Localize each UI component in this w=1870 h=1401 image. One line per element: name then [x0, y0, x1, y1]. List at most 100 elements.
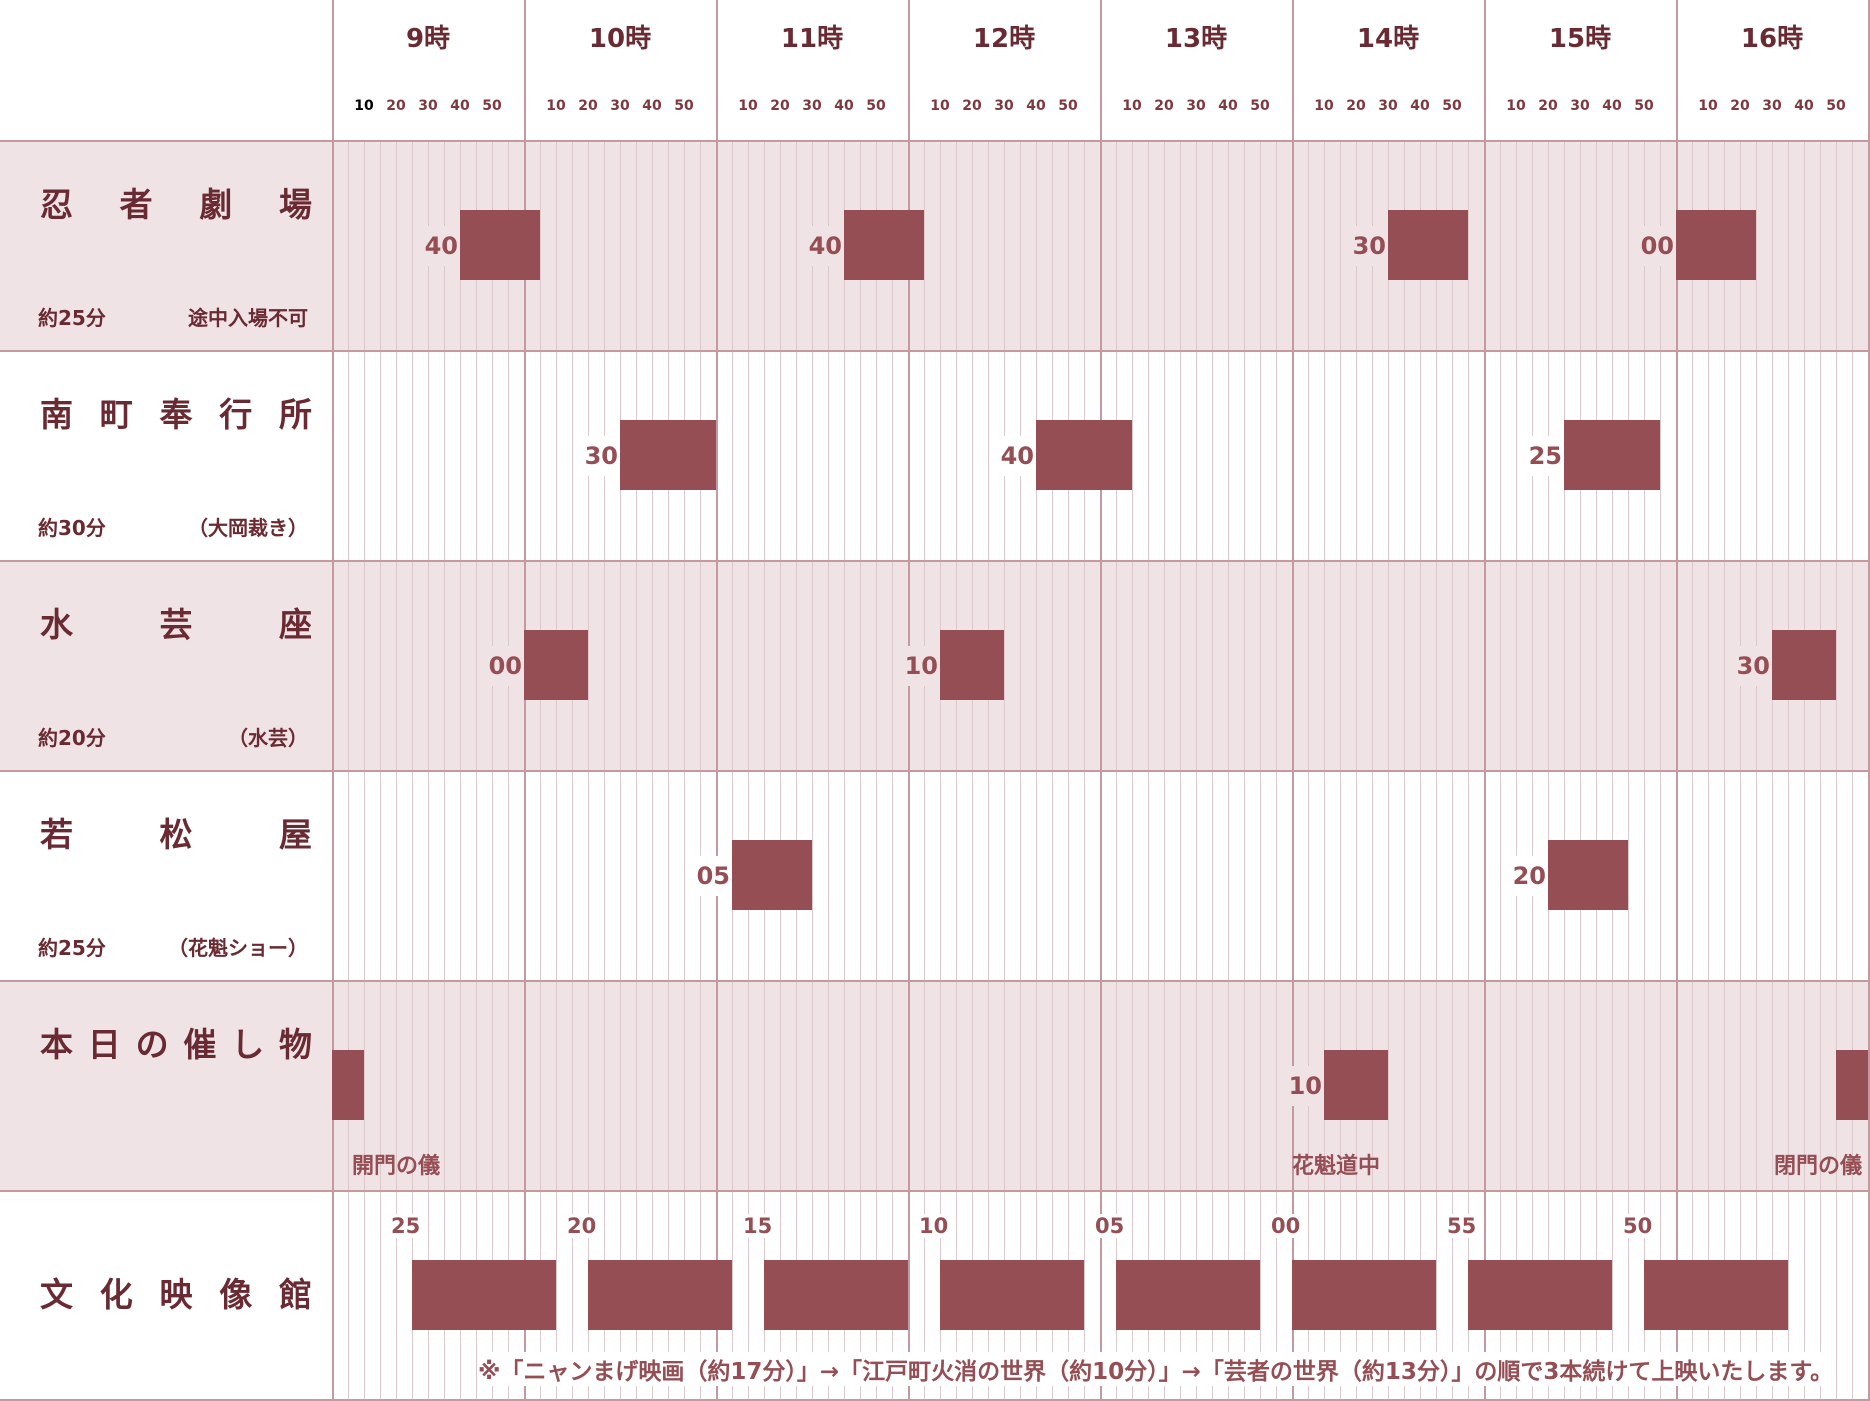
- show-block: [1772, 630, 1836, 700]
- grid-row-line: [0, 560, 1870, 562]
- grid-row-line: [0, 1190, 1870, 1192]
- venue-name: 忍者劇場: [40, 188, 312, 221]
- minute-tick: 40: [834, 98, 854, 114]
- cinema-start-time: 15: [740, 1214, 776, 1238]
- minute-tick: 30: [1570, 98, 1590, 114]
- grid-row-line: [0, 1399, 1870, 1401]
- grid-hour-line: [332, 0, 334, 1401]
- venue-duration: 約20分: [38, 726, 106, 750]
- show-block: [524, 630, 588, 700]
- cinema-block: [940, 1260, 1084, 1330]
- name-char: 本: [40, 1025, 73, 1064]
- venue-name: 水芸座: [40, 608, 312, 641]
- hour-label: 12時: [972, 24, 1036, 54]
- cinema-start-time: 00: [1268, 1214, 1304, 1238]
- minute-tick: 40: [450, 98, 470, 114]
- grid-hour-line: [1100, 0, 1102, 1401]
- minute-tick: 10: [1122, 98, 1142, 114]
- name-char: 屋: [279, 815, 312, 854]
- minute-tick: 30: [994, 98, 1014, 114]
- grid-row-line: [0, 140, 1870, 142]
- cinema-note: ※「ニャンまげ映画（約17分）」→「江戸町火消の世界（約10分）」→「芸者の世界…: [478, 1352, 1834, 1386]
- minute-tick: 20: [1154, 98, 1174, 114]
- show-start-time: 05: [692, 856, 732, 896]
- cinema-block: [1468, 1260, 1612, 1330]
- grid-hour-line: [1292, 0, 1294, 1401]
- minute-tick: 40: [1410, 98, 1430, 114]
- event-block: [1324, 1050, 1388, 1120]
- cinema-block: [1644, 1260, 1788, 1330]
- minute-tick: 10: [546, 98, 566, 114]
- venue-note: （花魁ショー）: [168, 936, 308, 960]
- minute-tick: 40: [1026, 98, 1046, 114]
- venue-note: 途中入場不可: [188, 306, 308, 330]
- venue-duration: 約25分: [38, 936, 106, 960]
- venue-name: 若松屋: [40, 818, 312, 851]
- minute-tick: 10: [354, 98, 374, 114]
- minute-tick: 20: [962, 98, 982, 114]
- name-char: 水: [40, 605, 73, 644]
- show-start-time: 40: [420, 226, 460, 266]
- name-char: し: [231, 1025, 265, 1064]
- grid-hour-line: [1868, 0, 1870, 1401]
- name-char: 日: [87, 1025, 121, 1064]
- minute-tick: 10: [1506, 98, 1526, 114]
- row-band: [0, 140, 1870, 350]
- minute-tick: 50: [1634, 98, 1654, 114]
- show-block: [1036, 420, 1132, 490]
- show-start-time: 10: [900, 646, 940, 686]
- minute-tick: 10: [1698, 98, 1718, 114]
- minute-tick: 20: [1538, 98, 1558, 114]
- name-char: 催: [183, 1025, 217, 1064]
- show-block: [1676, 210, 1756, 280]
- venue-name: 本日の催し物: [40, 1028, 312, 1061]
- minute-tick: 20: [386, 98, 406, 114]
- show-start-time: 00: [484, 646, 524, 686]
- venue-note: （大岡裁き）: [188, 516, 308, 540]
- event-label: 花魁道中: [1292, 1154, 1381, 1179]
- name-char: 奉: [159, 395, 193, 434]
- show-block: [1548, 840, 1628, 910]
- name-char: 芸: [159, 605, 193, 644]
- grid-hour-line: [524, 0, 526, 1401]
- show-start-time: 20: [1508, 856, 1548, 896]
- grid-hour-line: [1484, 0, 1486, 1401]
- minute-tick: 20: [770, 98, 790, 114]
- show-block: [620, 420, 716, 490]
- minute-tick: 30: [610, 98, 630, 114]
- minute-tick: 40: [642, 98, 662, 114]
- minute-tick: 20: [1730, 98, 1750, 114]
- show-start-time: 30: [580, 436, 620, 476]
- venue-info: 約20分 （水芸）: [38, 722, 308, 751]
- show-block: [1564, 420, 1660, 490]
- name-char: 行: [219, 395, 253, 434]
- minute-tick: 30: [1762, 98, 1782, 114]
- venue-duration: 約30分: [38, 516, 106, 540]
- venue-name: 南町奉行所: [40, 398, 312, 431]
- cinema-start-time: 10: [916, 1214, 952, 1238]
- venue-duration: 約25分: [38, 306, 106, 330]
- venue-info: 約30分 （大岡裁き）: [38, 512, 308, 541]
- event-label: 開門の儀: [352, 1154, 441, 1179]
- minute-tick: 40: [1218, 98, 1238, 114]
- cinema-block: [764, 1260, 908, 1330]
- minute-tick: 30: [1186, 98, 1206, 114]
- minute-tick: 10: [1314, 98, 1334, 114]
- show-start-time: 40: [996, 436, 1036, 476]
- show-start-time: 40: [804, 226, 844, 266]
- event-block: [1836, 1050, 1868, 1120]
- grid-hour-line: [1676, 0, 1678, 1401]
- minute-tick: 30: [418, 98, 438, 114]
- name-char: 松: [159, 815, 193, 854]
- cinema-start-time: 20: [564, 1214, 600, 1238]
- show-start-time: 30: [1348, 226, 1388, 266]
- cinema-start-time: 50: [1620, 1214, 1656, 1238]
- show-block: [732, 840, 812, 910]
- minute-tick: 50: [674, 98, 694, 114]
- name-char: 町: [99, 395, 133, 434]
- minute-tick: 30: [802, 98, 822, 114]
- hour-label: 9時: [405, 24, 451, 54]
- name-char: 映: [159, 1275, 193, 1314]
- row-band: [0, 980, 1870, 1190]
